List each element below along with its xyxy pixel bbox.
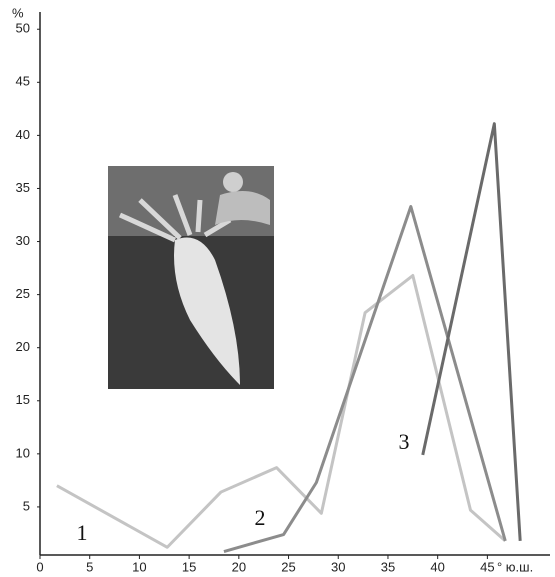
x-tick-label: 45 bbox=[480, 559, 494, 574]
y-tick-label: 20 bbox=[16, 339, 30, 354]
y-tick-label: 15 bbox=[16, 392, 30, 407]
x-tick-label: 10 bbox=[132, 559, 146, 574]
x-tick-label: 20 bbox=[232, 559, 246, 574]
x-axis-label: ° ю.ш. bbox=[497, 559, 533, 574]
series-line bbox=[223, 205, 507, 553]
x-tick-label: 15 bbox=[182, 559, 196, 574]
series-label: 2 bbox=[255, 505, 266, 530]
series-label: 3 bbox=[399, 429, 410, 454]
x-tick-label: 25 bbox=[281, 559, 295, 574]
series-line bbox=[421, 122, 522, 541]
series-line bbox=[56, 274, 507, 549]
y-tick-label: 40 bbox=[16, 127, 30, 142]
x-tick-label: 0 bbox=[36, 559, 43, 574]
y-tick-label: 45 bbox=[16, 74, 30, 89]
y-tick-label: 5 bbox=[23, 498, 30, 513]
photo bbox=[108, 166, 274, 389]
y-tick-label: 50 bbox=[16, 21, 30, 36]
y-tick-label: 25 bbox=[16, 286, 30, 301]
x-tick-label: 40 bbox=[430, 559, 444, 574]
y-tick-label: 30 bbox=[16, 233, 30, 248]
y-tick-label: 35 bbox=[16, 180, 30, 195]
y-tick-label: 10 bbox=[16, 445, 30, 460]
x-tick-label: 30 bbox=[331, 559, 345, 574]
series-label: 1 bbox=[77, 520, 88, 545]
x-tick-label: 35 bbox=[381, 559, 395, 574]
y-axis-label: % bbox=[12, 5, 24, 20]
x-tick-label: 5 bbox=[86, 559, 93, 574]
